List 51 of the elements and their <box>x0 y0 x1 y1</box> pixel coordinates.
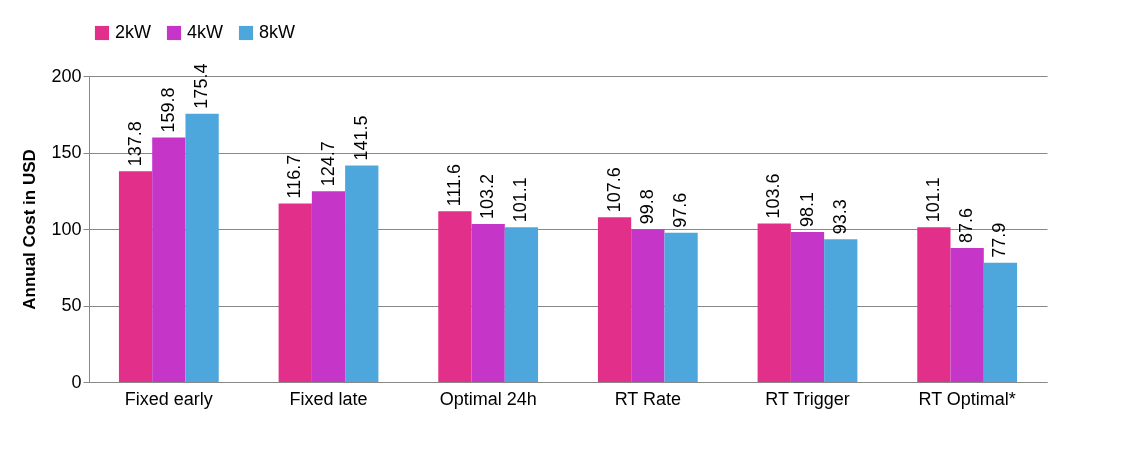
bar <box>438 211 472 382</box>
x-tick-label: RT Optimal* <box>918 388 1016 409</box>
y-tick-label: 0 <box>71 371 82 392</box>
data-label: 93.3 <box>829 199 850 235</box>
bar <box>278 203 312 382</box>
bar <box>118 171 153 382</box>
bar <box>597 217 632 382</box>
bar <box>757 223 791 382</box>
data-label: 101.1 <box>510 177 531 223</box>
x-tick-label: Optimal 24h <box>439 388 537 409</box>
data-label: 99.8 <box>636 189 657 225</box>
data-label: 137.8 <box>124 121 145 167</box>
data-label: 77.9 <box>989 222 1010 258</box>
y-tick-label: 100 <box>51 218 82 239</box>
data-label: 141.5 <box>350 115 371 161</box>
x-tick-label: RT Rate <box>614 388 682 409</box>
data-label: 87.6 <box>956 207 977 243</box>
bar <box>345 165 379 382</box>
data-label: 101.1 <box>922 177 943 223</box>
bar <box>824 239 858 382</box>
bar <box>983 262 1018 382</box>
data-label: 107.6 <box>603 167 624 213</box>
bar <box>185 113 219 382</box>
data-label: 103.6 <box>763 173 784 219</box>
bar <box>790 231 825 382</box>
bar <box>917 227 951 382</box>
x-tick-label: Fixed early <box>124 388 213 409</box>
bar <box>631 229 665 382</box>
data-label: 175.4 <box>191 63 212 109</box>
data-label: 159.8 <box>157 87 178 133</box>
x-tick-label: RT Trigger <box>765 388 850 409</box>
data-label: 111.6 <box>443 163 464 207</box>
bar <box>152 137 186 382</box>
y-tick-label: 150 <box>51 142 82 162</box>
bar <box>504 227 539 382</box>
legend-label: 8kW <box>259 22 296 42</box>
data-label: 97.6 <box>670 192 691 228</box>
legend-label: 4kW <box>187 22 224 42</box>
data-label: 116.7 <box>284 154 305 199</box>
data-label: 124.7 <box>317 141 338 187</box>
legend-label: 2kW <box>115 22 152 42</box>
bar <box>950 247 984 382</box>
y-tick-label: 50 <box>61 295 82 315</box>
data-label: 103.2 <box>477 174 498 220</box>
bar <box>664 232 698 382</box>
x-tick-label: Fixed late <box>289 388 368 409</box>
bar <box>471 224 505 382</box>
bar <box>311 191 346 382</box>
data-label: 98.1 <box>796 191 817 227</box>
y-tick-label: 200 <box>51 65 82 86</box>
y-axis-title: Annual Cost in USD <box>20 149 40 310</box>
